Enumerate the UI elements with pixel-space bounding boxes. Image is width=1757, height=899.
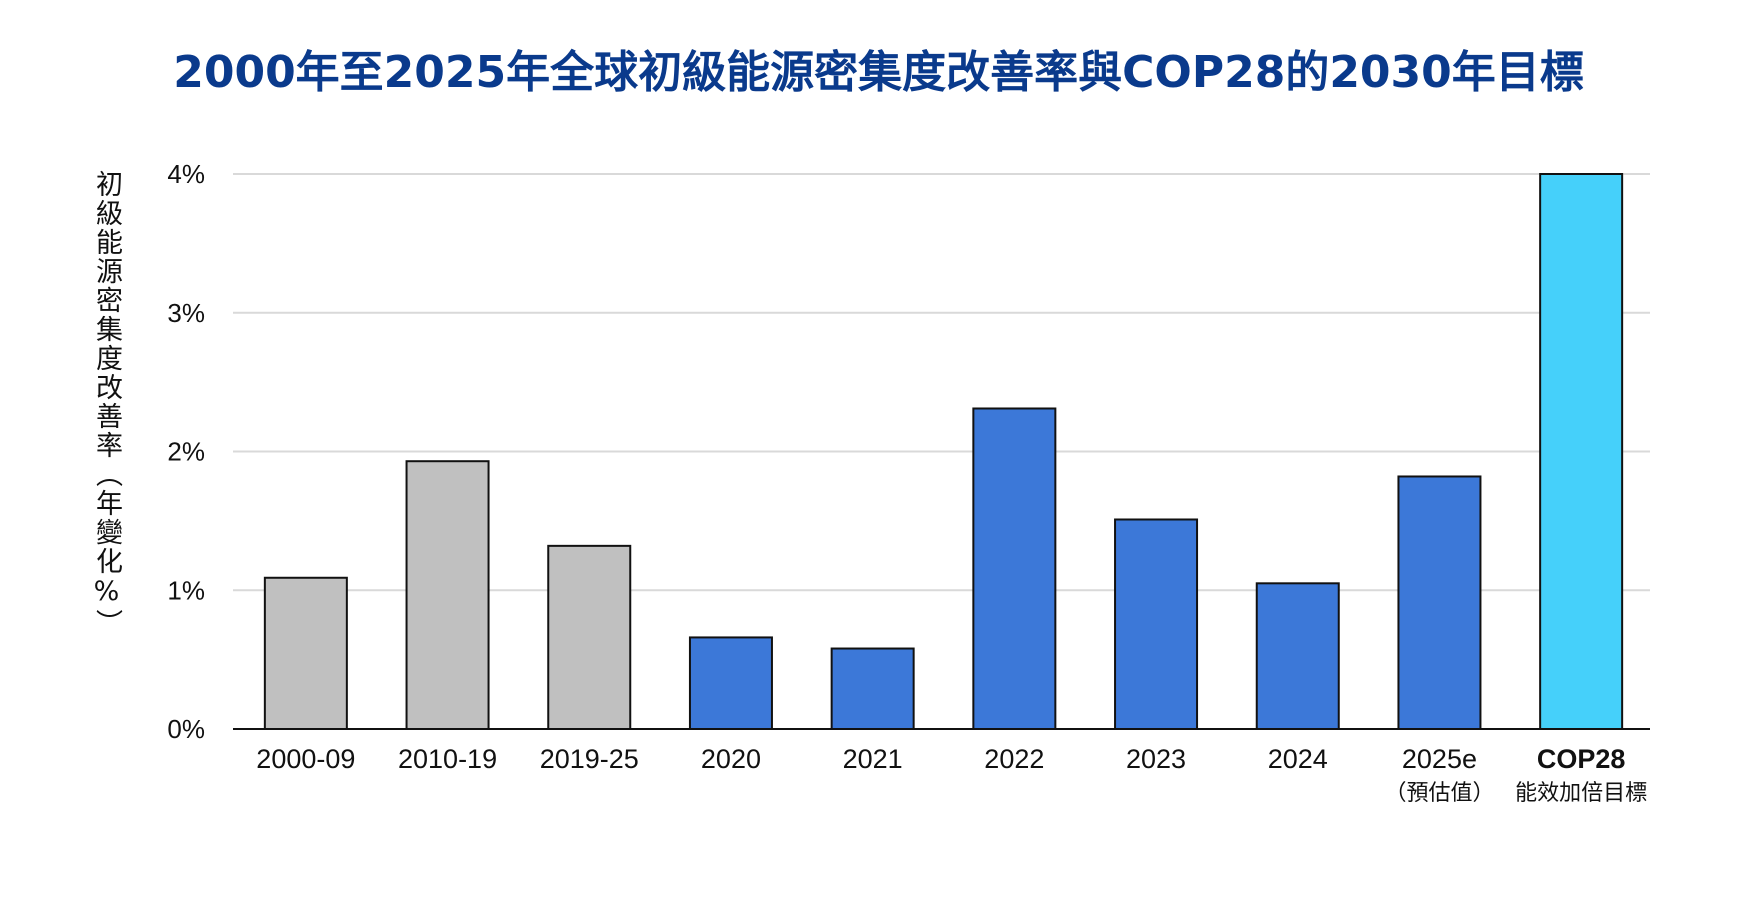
x-tick-label: 2023 <box>1126 744 1186 774</box>
bar-2025e <box>1397 475 1482 730</box>
x-tick-label: 2020 <box>701 744 761 774</box>
bar-2020 <box>688 636 773 730</box>
y-tick-label: 2% <box>167 437 205 467</box>
x-tick-label: 2025e <box>1402 744 1477 774</box>
y-tick-label: 3% <box>167 298 205 328</box>
x-tick-label: 2019-25 <box>540 744 639 774</box>
bar-2021 <box>830 647 915 731</box>
x-tick-label: 2021 <box>843 744 903 774</box>
x-tick-sublabel: （預估值） <box>1384 781 1494 806</box>
y-axis-label: 初級能源密集度改善率（年變化%） <box>91 170 122 638</box>
x-tick-label: 2010-19 <box>398 744 497 774</box>
y-tick-labels: 0% 1% 2% 3% 4% <box>167 159 205 744</box>
bar-2019-25 <box>547 544 632 730</box>
bar-cop28 <box>1539 173 1624 730</box>
bar-2022 <box>972 407 1057 730</box>
bar-2000-09 <box>263 576 348 731</box>
bar-2024 <box>1255 582 1340 730</box>
x-tick-label: 2022 <box>984 744 1044 774</box>
bar-2010-19 <box>405 460 490 730</box>
x-tick-label: COP28 <box>1537 744 1626 774</box>
bar-2023 <box>1114 518 1199 730</box>
y-tick-label: 4% <box>167 159 205 189</box>
x-tick-labels: 2000-09 2010-19 2019-25 2020 2021 2022 2023 202… <box>256 744 1647 806</box>
x-tick-sublabel: 能效加倍目標 <box>1515 781 1647 806</box>
chart-title: 2000年至2025年全球初級能源密集度改善率與COP28的2030年目標 <box>173 47 1584 98</box>
y-tick-label: 1% <box>167 575 205 605</box>
y-tick-label: 0% <box>167 714 205 744</box>
x-tick-label: 2024 <box>1268 744 1328 774</box>
x-tick-label: 2000-09 <box>256 744 355 774</box>
